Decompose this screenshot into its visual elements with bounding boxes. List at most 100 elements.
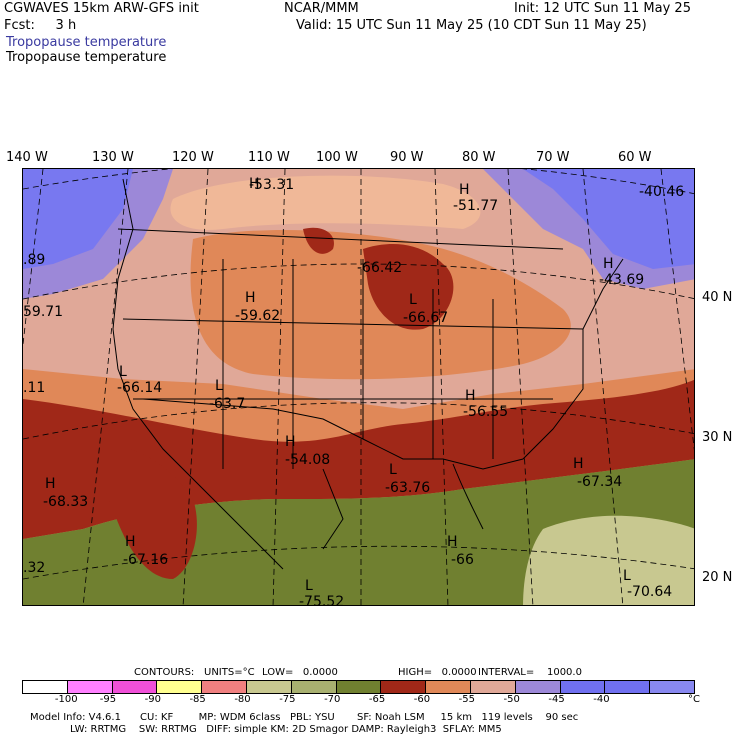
forecast-hour: Fcst: 3 h — [4, 18, 77, 33]
lat-label: 40 N — [702, 290, 733, 305]
color-scale-segment — [246, 681, 292, 693]
color-scale-tick: -45 — [548, 694, 565, 705]
shade-minus45-nw — [23, 169, 133, 269]
color-scale-unit: °C — [688, 694, 700, 705]
color-scale-tick: -55 — [458, 694, 475, 705]
extremum-label: H — [459, 182, 470, 198]
model-info-line2: LW: RRTMG SW: RRTMG DIFF: simple KM: 2D … — [70, 724, 502, 735]
color-scale-segment — [560, 681, 606, 693]
extremum-value: -66.42 — [357, 260, 403, 276]
contours-low: LOW= 0.0000 — [262, 667, 338, 678]
extremum-value: -63.76 — [385, 480, 431, 496]
color-scale-segment — [650, 681, 694, 693]
boundaries — [112, 178, 624, 570]
model-info-line1: Model Info: V4.6.1 CU: KF MP: WDM 6class… — [30, 712, 579, 723]
shade-minus75 — [523, 515, 694, 605]
color-scale-segment — [157, 681, 203, 693]
contours-interval: INTERVAL= 1000.0 — [478, 667, 582, 678]
color-scale-segment — [605, 681, 651, 693]
extremum-value: -70.64 — [627, 584, 673, 600]
extremum-value: -66 — [451, 552, 474, 568]
color-scale-tick: -65 — [368, 694, 386, 705]
color-scale-tick: -100 — [54, 694, 78, 705]
color-scale-tick: -85 — [189, 694, 206, 705]
lon-label: 130 W — [92, 150, 134, 165]
shade-minus55-top — [170, 175, 481, 230]
lon-label: 80 W — [462, 150, 496, 165]
extremum-value: -63.7 — [209, 396, 246, 412]
extremum-label: H — [447, 534, 458, 550]
color-scale-tick: -50 — [503, 694, 520, 705]
center-label: NCAR/MMM — [284, 1, 359, 16]
color-scale-segment — [67, 681, 113, 693]
lon-label: 60 W — [618, 150, 652, 165]
extremum-value: -53.31 — [249, 177, 295, 193]
contours-units: UNITS=°C — [204, 667, 255, 678]
extremum-value: -67.16 — [123, 552, 169, 568]
lat-label: 30 N — [702, 430, 733, 445]
lat-label: 20 N — [702, 570, 733, 585]
field-title-secondary: Tropopause temperature — [6, 50, 167, 65]
extremum-label: L — [409, 292, 417, 308]
lon-label: 90 W — [390, 150, 424, 165]
extremum-label: H — [285, 434, 296, 450]
map-canvas — [23, 169, 694, 605]
color-scale-segment — [515, 681, 561, 693]
tropopause-temperature-map: H -53.31 H -51.77 -40.46 .89 H -43.69 -6… — [22, 168, 695, 606]
contours-high: HIGH= 0.0000 — [398, 667, 477, 678]
extremum-label: H — [245, 290, 256, 306]
color-scale-tick: -40 — [593, 694, 610, 705]
field-title-primary: Tropopause temperature — [6, 35, 167, 50]
extremum-value: .89 — [23, 252, 46, 268]
extremum-value: -66.14 — [117, 380, 163, 396]
color-scale-bar — [22, 680, 695, 694]
shade-minus45-ne — [523, 169, 694, 269]
lon-label: 120 W — [172, 150, 214, 165]
extremum-label: L — [389, 462, 397, 478]
color-scale-segment — [381, 681, 427, 693]
extremum-value: -59.62 — [235, 308, 281, 324]
contours-label: CONTOURS: — [134, 667, 195, 678]
color-scale-segment — [336, 681, 382, 693]
extremum-value: -67.34 — [577, 474, 623, 490]
extremum-value: 59.71 — [23, 304, 64, 320]
color-scale-tick: -80 — [234, 694, 251, 705]
shade-minus65-dakota — [303, 227, 334, 254]
color-scale-tick: -95 — [99, 694, 117, 705]
extremum-label: H — [125, 534, 136, 550]
color-scale-segment — [23, 681, 68, 693]
color-scale-segment — [112, 681, 158, 693]
init-time: Init: 12 UTC Sun 11 May 25 — [514, 1, 691, 16]
extremum-value: -40.46 — [639, 184, 685, 200]
color-scale-tick: -75 — [279, 694, 296, 705]
extremum-value: -75.52 — [299, 594, 345, 606]
extremum-label: L — [623, 568, 631, 584]
shade-minus65-mexico — [101, 447, 197, 579]
extremum-label: H — [465, 388, 476, 404]
color-scale-segment — [202, 681, 247, 693]
valid-time: Valid: 15 UTC Sun 11 May 25 (10 CDT Sun … — [296, 18, 647, 33]
extremum-value: -68.33 — [43, 494, 89, 510]
color-scale-segment — [470, 681, 516, 693]
extremum-label: L — [119, 364, 127, 380]
extremum-value: -43.69 — [599, 272, 645, 288]
lon-label: 110 W — [248, 150, 290, 165]
extremum-label: H — [45, 476, 56, 492]
color-scale-tick: -60 — [413, 694, 431, 705]
extremum-label: H — [573, 456, 584, 472]
extremum-label: L — [215, 378, 223, 394]
extremum-value: .11 — [23, 380, 46, 396]
lon-label: 140 W — [6, 150, 48, 165]
extremum-value: -56.55 — [463, 404, 509, 420]
color-scale-segment — [291, 681, 337, 693]
extremum-label: H — [249, 176, 260, 192]
graticule — [23, 169, 694, 605]
color-scale-segment — [426, 681, 471, 693]
extremum-value: -51.77 — [453, 198, 499, 214]
lon-label: 100 W — [316, 150, 358, 165]
model-title: CGWAVES 15km ARW-GFS init — [4, 1, 199, 16]
extremum-value: -54.08 — [285, 452, 331, 468]
lon-label: 70 W — [536, 150, 570, 165]
extremum-value: .32 — [23, 560, 46, 576]
color-scale-tick: -70 — [324, 694, 341, 705]
